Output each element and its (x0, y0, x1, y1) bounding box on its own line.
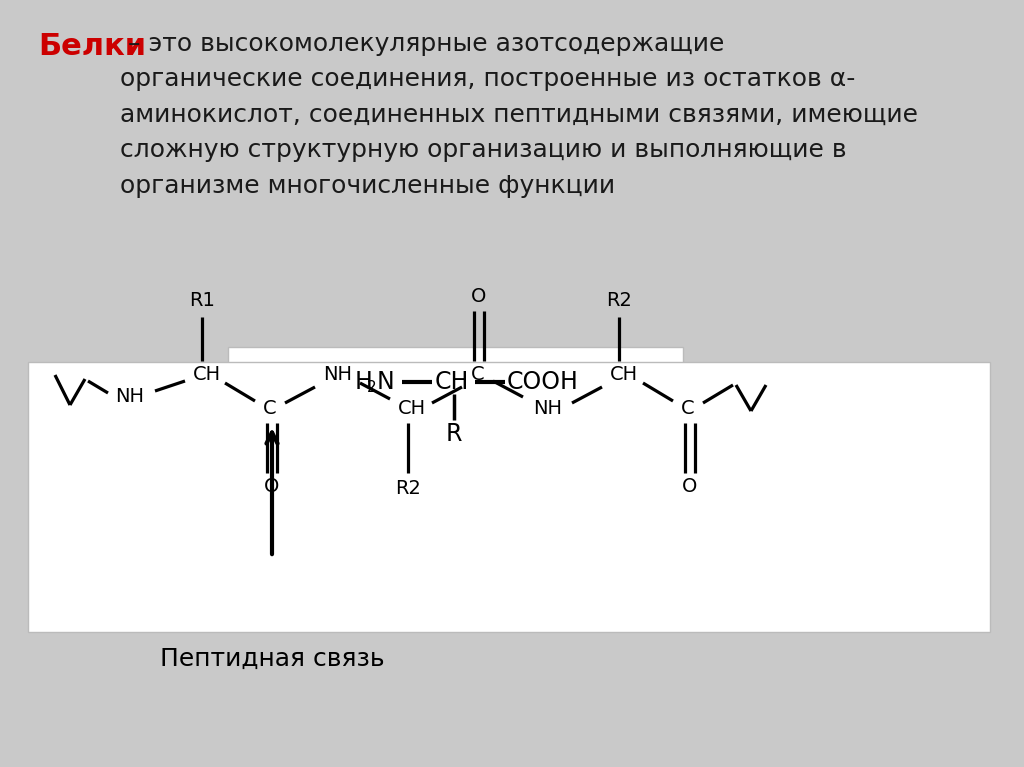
Text: H: H (355, 370, 373, 394)
Text: – это высокомолекулярные азотсодержащие
органические соединения, построенные из : – это высокомолекулярные азотсодержащие … (120, 32, 918, 198)
Text: R1: R1 (189, 291, 215, 311)
Text: COOH: COOH (507, 370, 579, 394)
Text: O: O (264, 478, 280, 496)
Text: N: N (377, 370, 394, 394)
Text: Белки: Белки (38, 32, 146, 61)
Text: CH: CH (610, 366, 638, 384)
Text: R2: R2 (395, 479, 421, 499)
Text: C: C (681, 400, 695, 419)
Text: NH: NH (534, 400, 562, 419)
Text: Пептидная связь: Пептидная связь (160, 647, 384, 671)
FancyBboxPatch shape (228, 347, 683, 477)
Text: NH: NH (324, 366, 352, 384)
Text: 2: 2 (367, 380, 377, 396)
Text: CH: CH (435, 370, 469, 394)
Text: O: O (471, 288, 486, 307)
FancyBboxPatch shape (28, 362, 990, 632)
Text: C: C (263, 400, 276, 419)
Text: CH: CH (193, 366, 221, 384)
Text: R2: R2 (606, 291, 632, 311)
Text: O: O (682, 478, 697, 496)
Text: C: C (471, 366, 484, 384)
Text: R: R (445, 422, 462, 446)
Text: CH: CH (398, 400, 426, 419)
Text: NH: NH (116, 387, 144, 407)
